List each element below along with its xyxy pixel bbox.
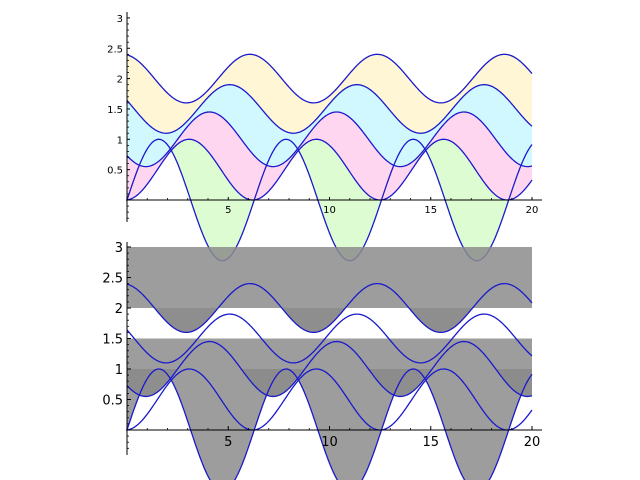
x-tick-label: 10 <box>323 205 336 216</box>
curve-3 <box>126 340 533 398</box>
x-tick-label: 20 <box>526 205 539 216</box>
y-tick-label: 0.5 <box>107 166 123 177</box>
y-tick-label: 2.5 <box>107 44 123 55</box>
y-tick-label: 1 <box>115 363 123 378</box>
curve-3 <box>126 111 533 168</box>
y-tick-label: 3 <box>115 241 123 256</box>
curve-5 <box>126 53 533 104</box>
curve-2 <box>126 138 533 201</box>
curve-4 <box>126 84 533 134</box>
y-tick-label: 1.5 <box>107 105 123 116</box>
fill-region-4 <box>127 54 532 134</box>
x-tick-label: 10 <box>321 435 338 450</box>
fill-region-3 <box>127 84 532 167</box>
x-tick-label: 5 <box>224 435 232 450</box>
fill-region-1 <box>127 369 532 480</box>
top-chart: 5 10 15 20 0.5 1 1.5 2 2.5 3 <box>107 12 542 262</box>
y-tick-label: 1 <box>117 135 123 146</box>
x-tick-label: 20 <box>524 435 541 450</box>
axes: 5 10 15 20 0.5 1 1.5 2 2.5 3 <box>107 12 542 222</box>
curve-layer <box>126 282 533 480</box>
curve-5 <box>126 282 533 334</box>
x-tick-label: 5 <box>225 205 231 216</box>
y-tick-label: 1.5 <box>102 333 123 348</box>
y-tick-label: 2.5 <box>102 272 123 287</box>
fill-region-2 <box>127 111 532 200</box>
y-tick-label: 0.5 <box>102 394 123 409</box>
curve-2 <box>126 368 533 431</box>
curve-4 <box>126 313 533 364</box>
x-tick-label: 15 <box>424 205 437 216</box>
fill-layer <box>127 247 532 480</box>
y-tick-label: 2 <box>117 75 123 86</box>
fill-layer <box>127 54 532 261</box>
fill-region-2 <box>127 341 532 397</box>
axes: 5 10 15 20 0.5 1 1.5 2 2.5 3 <box>102 241 542 455</box>
bottom-chart: 5 10 15 20 0.5 1 1.5 2 2.5 3 <box>102 241 542 480</box>
fill-region-3 <box>127 338 532 397</box>
x-tick-label: 15 <box>422 435 439 450</box>
y-tick-label: 3 <box>117 14 123 25</box>
y-tick-label: 2 <box>115 302 123 317</box>
fill-region-5 <box>127 247 532 333</box>
